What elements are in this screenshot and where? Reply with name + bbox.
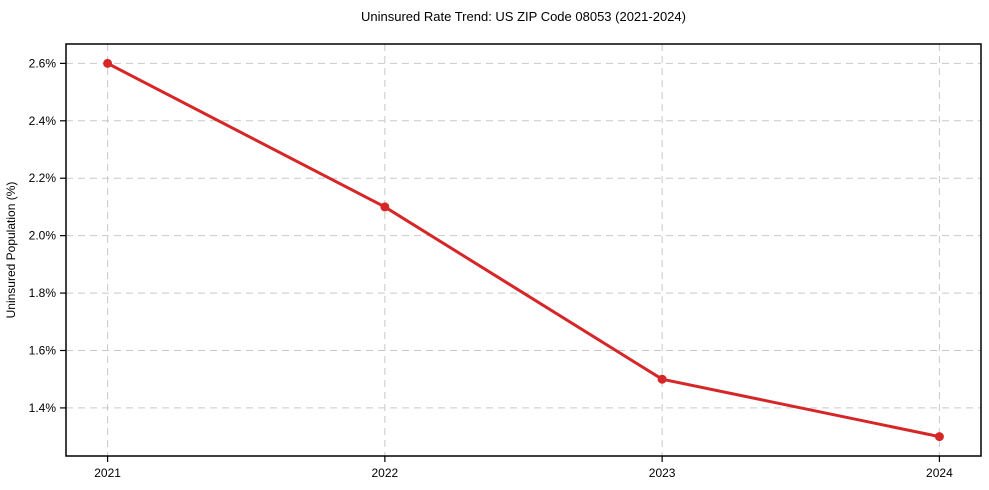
x-tick-label: 2024 [926, 466, 953, 480]
y-tick-label: 1.4% [29, 401, 57, 415]
x-tick-label: 2023 [649, 466, 676, 480]
y-tick-label: 2.0% [29, 229, 57, 243]
y-tick-label: 1.8% [29, 286, 57, 300]
y-tick-label: 2.4% [29, 114, 57, 128]
chart-title: Uninsured Rate Trend: US ZIP Code 08053 … [361, 9, 686, 24]
plot-frame [65, 43, 982, 457]
y-tick-label: 2.6% [29, 56, 57, 70]
data-point [657, 374, 667, 384]
trend-line [106, 61, 941, 439]
data-point [934, 432, 944, 442]
data-point [103, 58, 113, 68]
y-tick-label: 1.6% [29, 343, 57, 357]
x-tick-label: 2022 [372, 466, 399, 480]
x-tick-label: 2021 [94, 466, 121, 480]
y-tick-label: 2.2% [29, 171, 57, 185]
data-point [380, 202, 390, 212]
